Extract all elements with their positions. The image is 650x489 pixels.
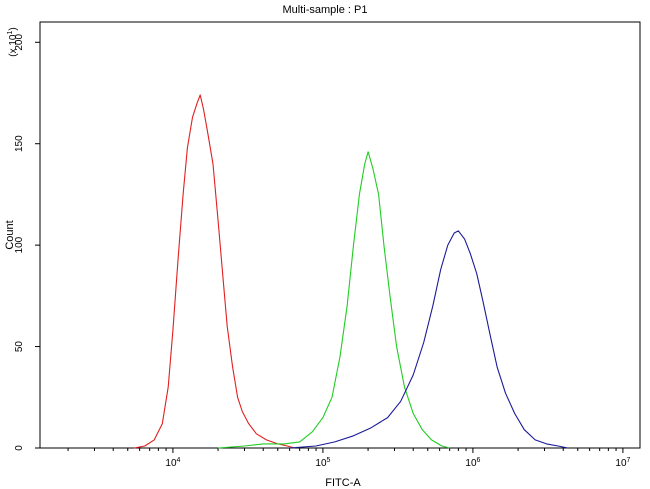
y-multiplier-label: (x 101) xyxy=(7,27,19,56)
y-tick-label: 100 xyxy=(14,236,25,253)
y-multiplier-prefix: (x 10 xyxy=(8,34,19,57)
x-axis-label: FITC-A xyxy=(325,477,361,489)
plot-frame xyxy=(39,21,641,449)
y-axis-label: Count xyxy=(4,220,16,249)
histogram-series-3 xyxy=(289,230,569,449)
y-multiplier-exponent: 1 xyxy=(7,31,14,35)
y-multiplier-suffix: ) xyxy=(8,27,19,30)
y-tick-label: 50 xyxy=(14,341,25,353)
svg-text:(x 101): (x 101) xyxy=(7,27,19,56)
y-tick-label: 200 xyxy=(14,34,25,51)
histogram-series-1 xyxy=(133,94,295,449)
plot-area: 0 50 100 150 200 104 105 106 107 xyxy=(14,21,641,469)
histogram-series-2 xyxy=(218,151,450,449)
x-tick-label: 104 xyxy=(165,457,180,469)
x-tick-label: 107 xyxy=(615,457,630,469)
chart-title: Multi-sample : P1 xyxy=(283,4,368,16)
x-tick-label: 105 xyxy=(315,457,330,469)
x-tick-label: 106 xyxy=(465,457,480,469)
y-tick-label: 150 xyxy=(14,135,25,152)
y-tick-label: 0 xyxy=(14,445,25,451)
